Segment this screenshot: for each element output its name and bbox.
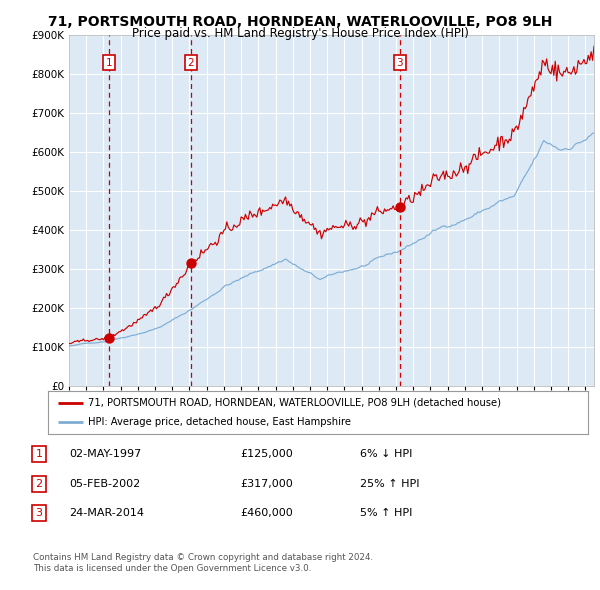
Text: HPI: Average price, detached house, East Hampshire: HPI: Average price, detached house, East…	[89, 417, 352, 427]
Text: 24-MAR-2014: 24-MAR-2014	[69, 509, 144, 518]
Text: 1: 1	[106, 58, 112, 68]
Text: 5% ↑ HPI: 5% ↑ HPI	[360, 509, 412, 518]
Text: 71, PORTSMOUTH ROAD, HORNDEAN, WATERLOOVILLE, PO8 9LH (detached house): 71, PORTSMOUTH ROAD, HORNDEAN, WATERLOOV…	[89, 398, 502, 408]
Text: £460,000: £460,000	[240, 509, 293, 518]
Text: £125,000: £125,000	[240, 450, 293, 459]
Text: 2: 2	[188, 58, 194, 68]
Text: Contains HM Land Registry data © Crown copyright and database right 2024.: Contains HM Land Registry data © Crown c…	[33, 553, 373, 562]
Text: 3: 3	[397, 58, 403, 68]
Text: This data is licensed under the Open Government Licence v3.0.: This data is licensed under the Open Gov…	[33, 565, 311, 573]
Text: Price paid vs. HM Land Registry's House Price Index (HPI): Price paid vs. HM Land Registry's House …	[131, 27, 469, 40]
Text: £317,000: £317,000	[240, 479, 293, 489]
Text: 3: 3	[35, 509, 43, 518]
Text: 05-FEB-2002: 05-FEB-2002	[69, 479, 140, 489]
Text: 6% ↓ HPI: 6% ↓ HPI	[360, 450, 412, 459]
Text: 2: 2	[35, 479, 43, 489]
Text: 71, PORTSMOUTH ROAD, HORNDEAN, WATERLOOVILLE, PO8 9LH: 71, PORTSMOUTH ROAD, HORNDEAN, WATERLOOV…	[48, 15, 552, 29]
Text: 25% ↑ HPI: 25% ↑ HPI	[360, 479, 419, 489]
Text: 02-MAY-1997: 02-MAY-1997	[69, 450, 141, 459]
Text: 1: 1	[35, 450, 43, 459]
